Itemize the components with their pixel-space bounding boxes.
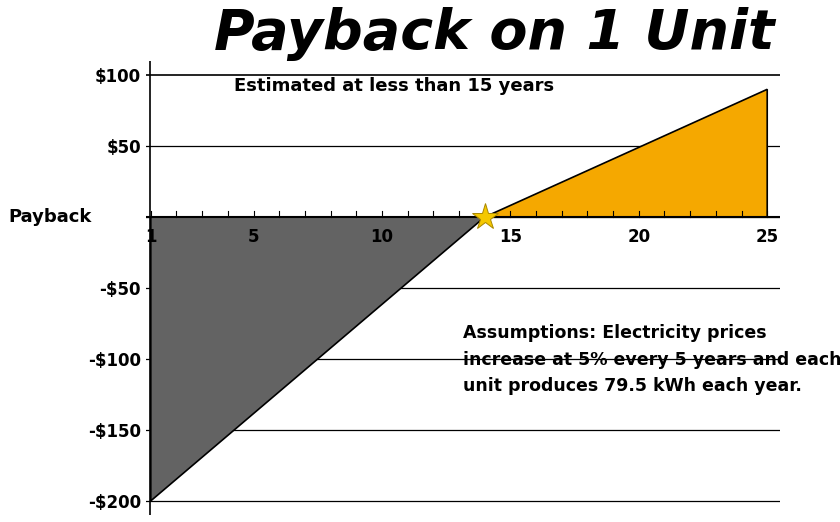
Polygon shape [151, 217, 485, 501]
Text: 10: 10 [370, 229, 393, 246]
Polygon shape [485, 89, 767, 217]
Text: 20: 20 [627, 229, 650, 246]
Text: Assumptions: Electricity prices
increase at 5% every 5 years and each
unit produ: Assumptions: Electricity prices increase… [463, 324, 840, 395]
Text: 1: 1 [145, 229, 156, 246]
Text: 25: 25 [756, 229, 779, 246]
Title: Payback on 1 Unit: Payback on 1 Unit [214, 7, 774, 61]
Text: 5: 5 [248, 229, 260, 246]
Text: Estimated at less than 15 years: Estimated at less than 15 years [234, 77, 554, 95]
Text: Payback: Payback [8, 208, 92, 226]
Text: 15: 15 [499, 229, 522, 246]
